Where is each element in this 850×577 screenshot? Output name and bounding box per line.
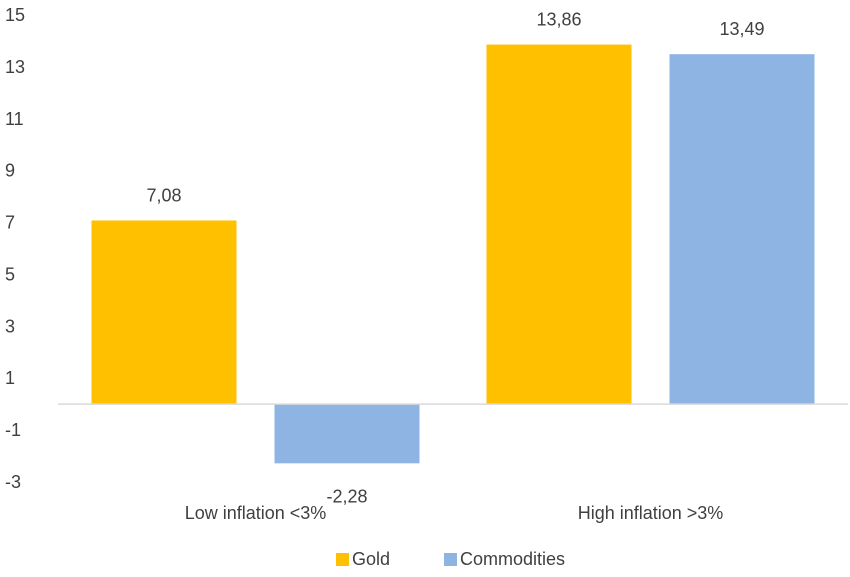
y-tick-label: 13: [5, 57, 25, 77]
data-label-commodities-0: -2,28: [326, 486, 367, 506]
legend-label-commodities: Commodities: [460, 549, 565, 569]
category-label: High inflation >3%: [578, 503, 724, 523]
y-tick-label: 9: [5, 161, 15, 181]
legend-swatch-gold: [336, 553, 349, 566]
legend-label-gold: Gold: [352, 549, 390, 569]
y-tick-label: -3: [5, 472, 21, 492]
category-label: Low inflation <3%: [185, 503, 327, 523]
data-labels: 7,08 -2,28 13,86 13,49: [146, 10, 764, 507]
bar-gold-0: [91, 220, 237, 405]
y-tick-label: 3: [5, 316, 15, 336]
legend-swatch-commodities: [444, 553, 457, 566]
legend: Gold Commodities: [336, 549, 565, 569]
y-tick-label: 1: [5, 368, 15, 388]
y-axis-ticks: 15 13 11 9 7 5 3 1 -1 -3: [5, 5, 25, 492]
y-tick-label: 7: [5, 213, 15, 233]
data-label-gold-1: 13,86: [536, 10, 581, 30]
y-tick-label: 5: [5, 264, 15, 284]
y-tick-label: 11: [5, 109, 24, 129]
bar-commodities-0: [274, 404, 420, 464]
y-tick-label: 15: [5, 5, 25, 25]
data-label-gold-0: 7,08: [146, 185, 181, 205]
bar-gold-1: [486, 44, 632, 405]
data-label-commodities-1: 13,49: [719, 19, 764, 39]
bars: [91, 44, 815, 464]
category-labels: Low inflation <3% High inflation >3%: [185, 503, 724, 523]
y-tick-label: -1: [5, 420, 21, 440]
bar-commodities-1: [669, 54, 815, 405]
